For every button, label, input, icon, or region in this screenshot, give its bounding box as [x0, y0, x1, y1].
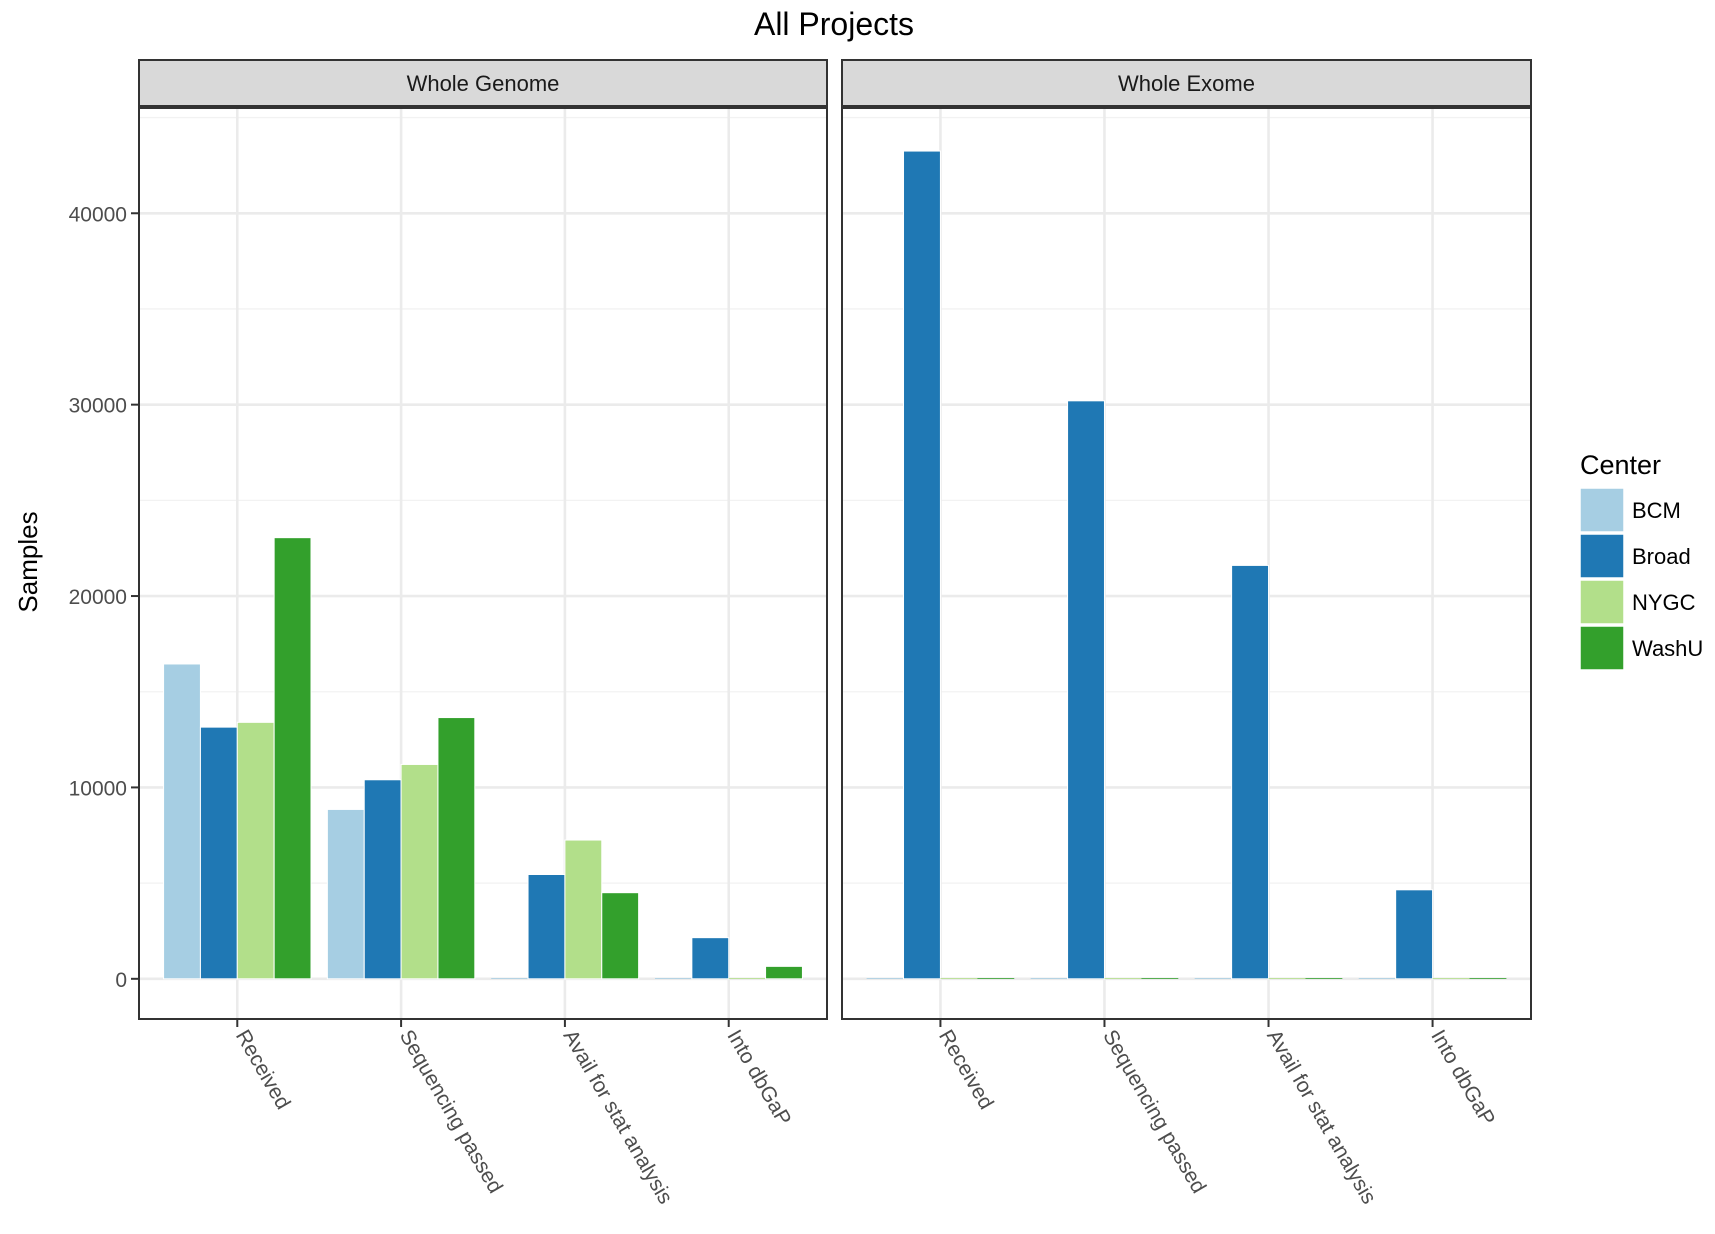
y-axis: 0 10000 20000 30000 40000: [69, 203, 139, 992]
bar: [1469, 978, 1507, 979]
bar: [163, 663, 201, 980]
bar: [1231, 564, 1270, 980]
facet-panel: Whole Genome Received Sequencing passed Ava…: [138, 59, 828, 1208]
x-tick-label: Received: [231, 1026, 295, 1113]
facet-strip: [841, 59, 1532, 107]
bar: [655, 978, 692, 979]
bar: [273, 537, 312, 980]
bar: [601, 892, 640, 980]
bar: [199, 726, 238, 980]
legend-title: Center: [1580, 450, 1661, 480]
bar: [1067, 400, 1105, 980]
x-tick-label: Avail for stat analysis: [559, 1026, 677, 1208]
bar: [940, 978, 978, 979]
bar: [866, 978, 904, 979]
legend-label: NYGC: [1632, 590, 1696, 615]
x-tick-label: Avail for stat analysis: [1262, 1026, 1380, 1208]
x-tick-label: Sequencing passed: [1098, 1026, 1210, 1197]
legend-swatch: [1579, 625, 1625, 671]
bar: [1141, 978, 1179, 979]
bar: [1395, 889, 1434, 980]
legend-label: BCM: [1632, 498, 1681, 523]
facet-panel: Whole Exome Received Sequencing passed Avai…: [841, 59, 1532, 1208]
y-tick-label: 30000: [69, 395, 127, 418]
panel-background: [842, 108, 1531, 1019]
y-axis-title: Samples: [13, 511, 43, 612]
bar: [728, 978, 766, 979]
facet-strip-label: Whole Genome: [407, 71, 560, 96]
x-tick-label: Sequencing passed: [395, 1026, 507, 1197]
legend-item: WashU: [1579, 625, 1703, 671]
facet-strip: [138, 59, 828, 107]
bar: [564, 839, 603, 980]
y-tick-label: 20000: [69, 586, 127, 609]
bar: [326, 808, 365, 980]
legend-label: Broad: [1632, 544, 1691, 569]
bar: [1432, 978, 1470, 979]
facets: Whole Genome Received Sequencing passed Ava…: [138, 59, 1532, 1208]
bar: [1358, 978, 1396, 979]
chart-title: All Projects: [754, 6, 914, 42]
legend-item: BCM: [1579, 487, 1681, 533]
legend: Center BCM Broad NYGC WashU: [1579, 450, 1703, 671]
y-tick-label: 40000: [69, 203, 127, 226]
bar: [691, 937, 730, 980]
panel-border: [841, 107, 1532, 1020]
bar: [437, 717, 476, 980]
bar: [765, 965, 803, 980]
legend-swatch: [1579, 487, 1625, 533]
bar: [527, 874, 566, 980]
bar: [1030, 978, 1068, 979]
bar: [1194, 978, 1232, 979]
legend-item: Broad: [1579, 533, 1691, 579]
y-tick-label: 0: [115, 969, 127, 992]
legend-item: NYGC: [1579, 579, 1696, 625]
legend-swatch: [1579, 533, 1625, 579]
bar: [363, 779, 402, 980]
bar: [1268, 978, 1306, 979]
bar: [400, 763, 439, 980]
legend-label: WashU: [1632, 636, 1703, 661]
bar: [236, 721, 275, 980]
legend-swatch: [1579, 579, 1625, 625]
facet-strip-label: Whole Exome: [1118, 71, 1255, 96]
y-tick-label: 10000: [69, 777, 127, 800]
bar: [491, 978, 529, 979]
bar: [903, 150, 941, 980]
bar: [1305, 978, 1343, 979]
bar: [977, 978, 1015, 979]
bar: [1104, 978, 1142, 979]
x-tick-label: Into dbGaP: [722, 1026, 795, 1130]
x-tick-label: Received: [934, 1026, 998, 1113]
panel-border: [138, 107, 828, 1020]
x-tick-label: Into dbGaP: [1426, 1026, 1499, 1130]
